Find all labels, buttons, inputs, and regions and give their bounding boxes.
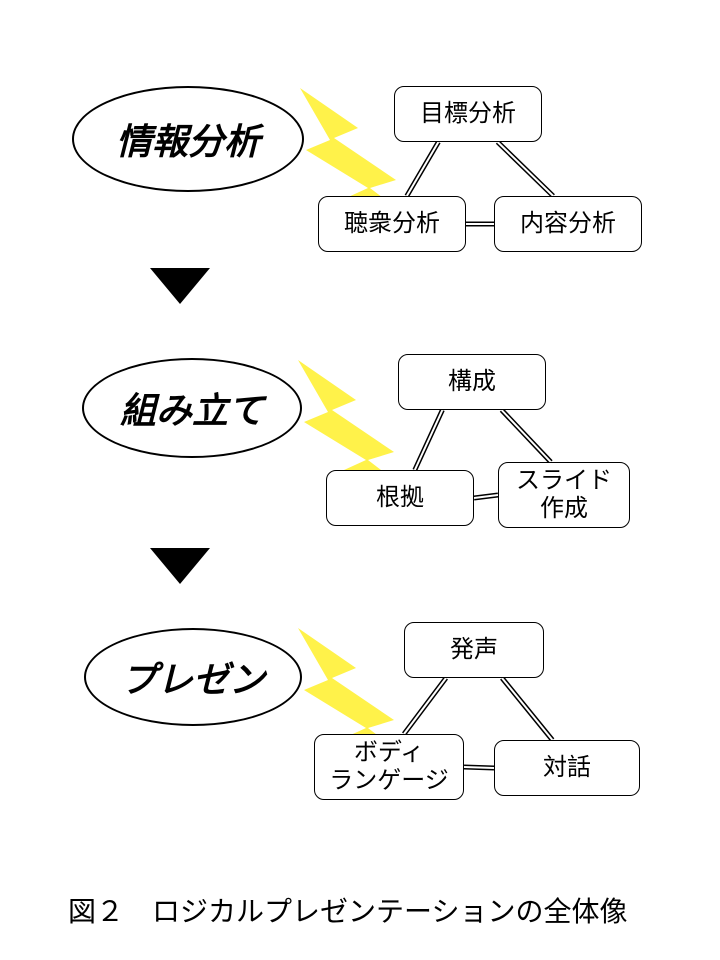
triangle-top-box: 構成 <box>398 354 546 410</box>
down-arrow-icon <box>150 548 210 584</box>
figure-caption: 図２ ロジカルプレゼンテーションの全体像 <box>68 890 627 930</box>
triangle-right-box: スライド 作成 <box>498 462 630 528</box>
triangle-left-box: 聴衆分析 <box>318 196 466 252</box>
down-arrow-icon <box>150 268 210 304</box>
triangle-top-box: 目標分析 <box>394 86 542 142</box>
triangle-right-box: 内容分析 <box>494 196 642 252</box>
triangle-right-box: 対話 <box>494 740 640 796</box>
triangle-left-box: 根拠 <box>326 470 474 526</box>
stage-ellipse: プレゼン <box>84 628 302 726</box>
diagram-canvas: 情報分析 目標分析聴衆分析内容分析組み立て 構成根拠スライド 作成プレゼン 発声ボディ… <box>0 0 720 960</box>
stage-ellipse: 情報分析 <box>72 86 304 192</box>
triangle-top-box: 発声 <box>404 622 544 678</box>
triangle-left-box: ボディ ランゲージ <box>314 734 464 800</box>
stage-ellipse: 組み立て <box>82 358 302 458</box>
